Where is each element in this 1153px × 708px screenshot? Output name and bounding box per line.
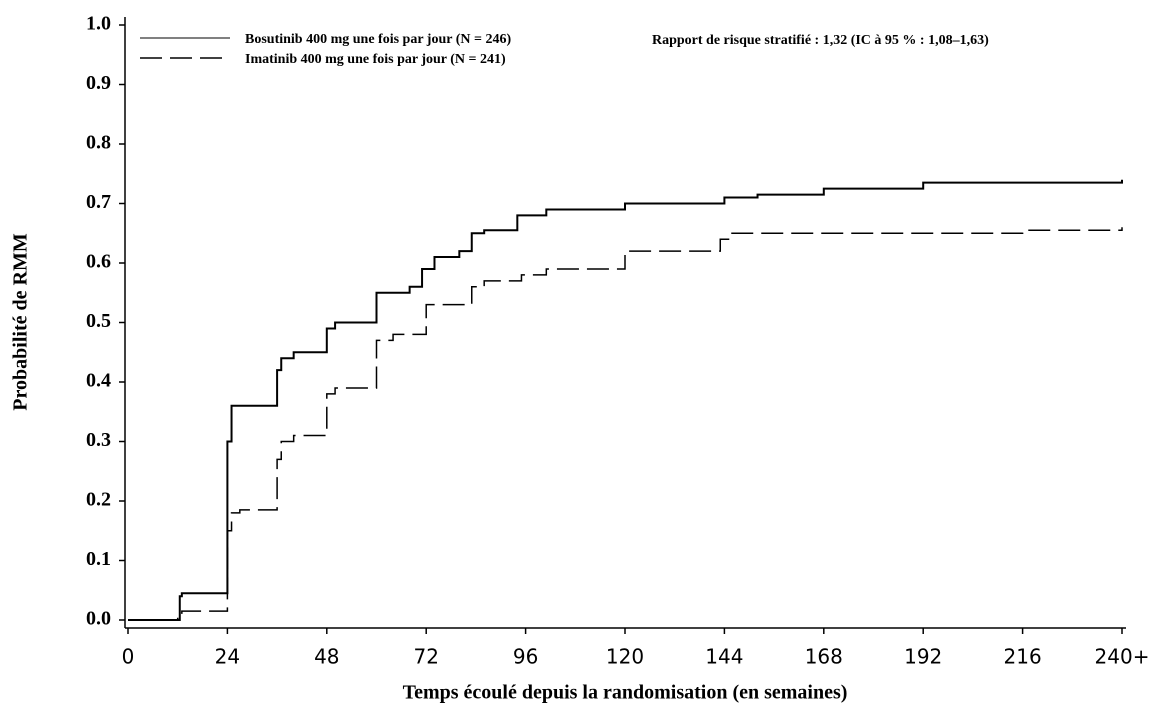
- y-tick-label: 0.4: [86, 370, 111, 392]
- y-tick-label: 0.0: [86, 608, 111, 630]
- x-tick-label: 240+: [1095, 645, 1150, 669]
- x-tick-label: 0: [122, 645, 135, 669]
- y-tick-label: 0.9: [86, 72, 111, 94]
- x-tick-label: 216: [1004, 645, 1042, 669]
- y-tick-label: 0.8: [86, 132, 111, 154]
- km-curve: [128, 227, 1123, 621]
- y-tick-label: 0.6: [86, 251, 111, 273]
- x-tick-label: 144: [705, 645, 743, 669]
- x-tick-label: 168: [805, 645, 843, 669]
- y-tick-label: 0.1: [86, 548, 111, 570]
- x-tick-label: 96: [513, 645, 538, 669]
- x-tick-label: 48: [314, 645, 339, 669]
- y-tick-label: 1.0: [86, 13, 111, 35]
- y-tick-label: 0.2: [86, 489, 111, 511]
- x-axis-title: Temps écoulé depuis la randomisation (en…: [403, 682, 848, 704]
- annotation: Rapport de risque stratifié : 1,32 (IC à…: [652, 33, 989, 48]
- x-tick-label: 192: [904, 645, 942, 669]
- legend-label: Imatinib 400 mg une fois par jour (N = 2…: [245, 52, 506, 67]
- legend-label: Bosutinib 400 mg une fois par jour (N = …: [245, 32, 511, 47]
- x-tick-label: 24: [215, 645, 240, 669]
- y-tick-label: 0.5: [86, 310, 111, 332]
- x-tick-label: 120: [606, 645, 644, 669]
- y-axis-title: Probabilité de RMM: [10, 233, 32, 411]
- y-tick-label: 0.3: [86, 429, 111, 451]
- y-tick-label: 0.7: [86, 191, 111, 213]
- x-tick-label: 72: [413, 645, 438, 669]
- km-curve: [128, 179, 1123, 621]
